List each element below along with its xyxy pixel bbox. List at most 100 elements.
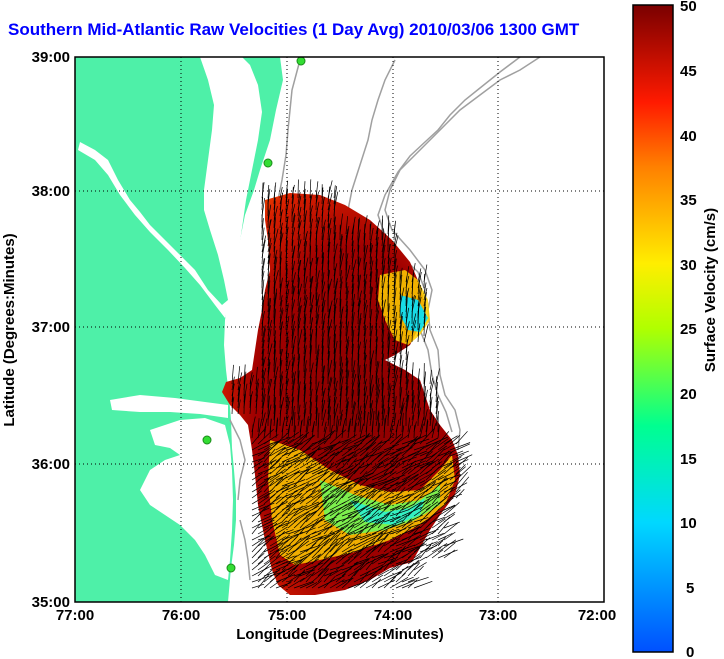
velocity-arrow — [251, 490, 262, 499]
velocity-arrow — [341, 561, 358, 577]
velocity-arrow — [345, 290, 349, 307]
colorbar-tick: 15 — [680, 451, 697, 468]
colorbar-tick: 40 — [680, 128, 697, 145]
velocity-arrow — [335, 548, 353, 559]
velocity-arrow — [339, 348, 341, 367]
velocity-arrow — [273, 217, 276, 235]
velocity-arrow — [377, 504, 392, 517]
velocity-arrow — [347, 526, 364, 535]
velocity-arrow — [297, 260, 301, 271]
velocity-arrow — [275, 531, 286, 541]
velocity-arrow — [323, 575, 336, 589]
velocity-arrow — [263, 440, 279, 457]
velocity-arrow — [401, 506, 422, 517]
velocity-arrow — [305, 437, 324, 451]
velocity-arrow — [395, 476, 411, 487]
velocity-arrow — [297, 305, 301, 319]
velocity-arrow — [285, 268, 288, 289]
velocity-arrow — [335, 465, 354, 475]
velocity-arrow — [395, 527, 412, 541]
velocity-arrow — [405, 372, 408, 385]
velocity-arrow — [345, 216, 348, 235]
velocity-arrow — [263, 480, 275, 493]
velocity-arrow — [377, 478, 396, 487]
velocity-arrow — [269, 539, 289, 553]
velocity-arrow — [311, 546, 324, 559]
velocity-arrow — [329, 469, 341, 481]
velocity-arrow — [231, 383, 235, 403]
velocity-arrow — [263, 555, 276, 565]
velocity-arrow — [305, 519, 319, 535]
velocity-arrow — [303, 360, 307, 379]
velocity-arrow — [333, 185, 336, 199]
velocity-arrow — [407, 501, 422, 511]
velocity-arrow — [383, 481, 399, 493]
velocity-arrow — [413, 531, 431, 541]
velocity-arrow — [345, 357, 348, 373]
velocity-arrow — [383, 538, 401, 553]
velocity-arrow — [249, 395, 251, 409]
velocity-arrow — [353, 454, 369, 469]
velocity-arrow — [311, 568, 324, 577]
velocity-arrow — [443, 542, 456, 553]
velocity-arrow — [345, 382, 348, 397]
velocity-arrow — [285, 316, 287, 331]
velocity-arrow — [251, 535, 269, 547]
velocity-arrow — [263, 448, 276, 463]
velocity-arrow — [315, 298, 318, 319]
velocity-arrow — [291, 401, 293, 421]
velocity-arrow — [359, 537, 376, 547]
velocity-arrow — [413, 562, 427, 571]
velocity-arrow — [329, 481, 350, 493]
velocity-arrow — [299, 558, 319, 571]
velocity-arrow — [363, 393, 366, 409]
velocity-arrow — [329, 519, 341, 529]
velocity-arrow — [275, 495, 291, 511]
velocity-arrow — [333, 280, 338, 301]
velocity-arrow — [339, 409, 343, 421]
velocity-arrow — [317, 486, 332, 499]
velocity-arrow — [299, 505, 320, 517]
velocity-arrow — [369, 403, 372, 421]
velocity-arrow — [369, 408, 373, 427]
velocity-arrow — [449, 474, 462, 487]
velocity-arrow — [291, 194, 295, 211]
velocity-arrow — [287, 542, 303, 559]
velocity-arrow — [267, 219, 271, 241]
velocity-arrow — [341, 577, 354, 583]
velocity-arrow — [387, 215, 390, 235]
velocity-arrow — [401, 512, 411, 523]
velocity-arrow — [455, 488, 465, 499]
velocity-arrow — [357, 343, 359, 361]
velocity-arrow — [305, 416, 309, 433]
velocity-arrow — [401, 562, 415, 577]
velocity-arrow — [363, 262, 367, 283]
velocity-arrow — [375, 384, 380, 403]
velocity-arrow — [263, 460, 280, 475]
velocity-arrow — [323, 532, 335, 541]
velocity-arrow — [273, 330, 277, 343]
velocity-arrow — [359, 417, 362, 433]
velocity-arrow — [371, 519, 385, 529]
velocity-arrow — [251, 473, 263, 481]
velocity-arrow — [401, 437, 420, 445]
velocity-arrow — [329, 485, 348, 499]
velocity-arrow — [275, 534, 291, 547]
velocity-arrow — [321, 198, 325, 217]
velocity-arrow — [333, 234, 336, 253]
velocity-arrow — [405, 394, 409, 409]
velocity-arrow — [359, 510, 371, 523]
station-marker — [202, 435, 212, 445]
velocity-arrow — [419, 496, 432, 511]
velocity-arrow — [335, 505, 353, 517]
velocity-arrow — [279, 295, 283, 307]
velocity-arrow — [363, 364, 367, 385]
velocity-arrow — [321, 235, 324, 253]
velocity-arrow — [273, 197, 276, 211]
velocity-arrow — [423, 287, 428, 301]
velocity-arrow — [363, 410, 366, 427]
velocity-arrow — [407, 521, 427, 529]
velocity-arrow — [383, 471, 397, 481]
velocity-arrow — [425, 493, 441, 505]
velocity-arrow — [363, 381, 366, 397]
